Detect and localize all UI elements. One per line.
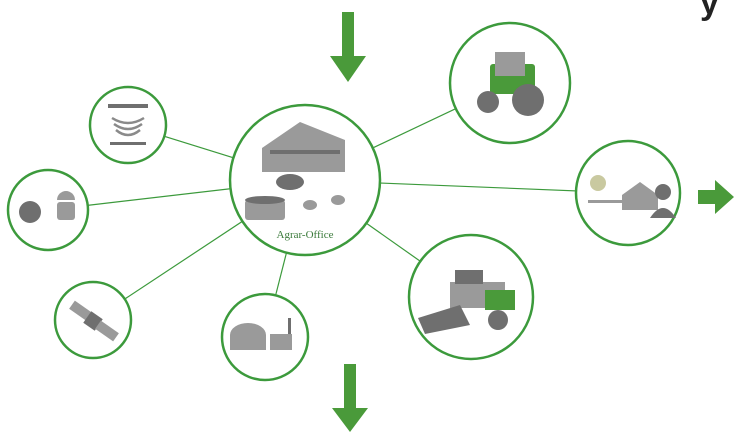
sensor-node [90,87,166,163]
biogas-node [222,294,308,380]
diagram: y Agrar-Office [0,0,735,432]
hub-node: Agrar-Office [230,105,380,255]
tractor-node [450,23,570,143]
title-fragment: y [700,0,719,22]
mobile-node [8,170,88,250]
office-node [576,141,680,245]
combine-node [409,235,533,359]
hub-label: Agrar-Office [277,229,334,241]
satellite-node [55,282,131,358]
